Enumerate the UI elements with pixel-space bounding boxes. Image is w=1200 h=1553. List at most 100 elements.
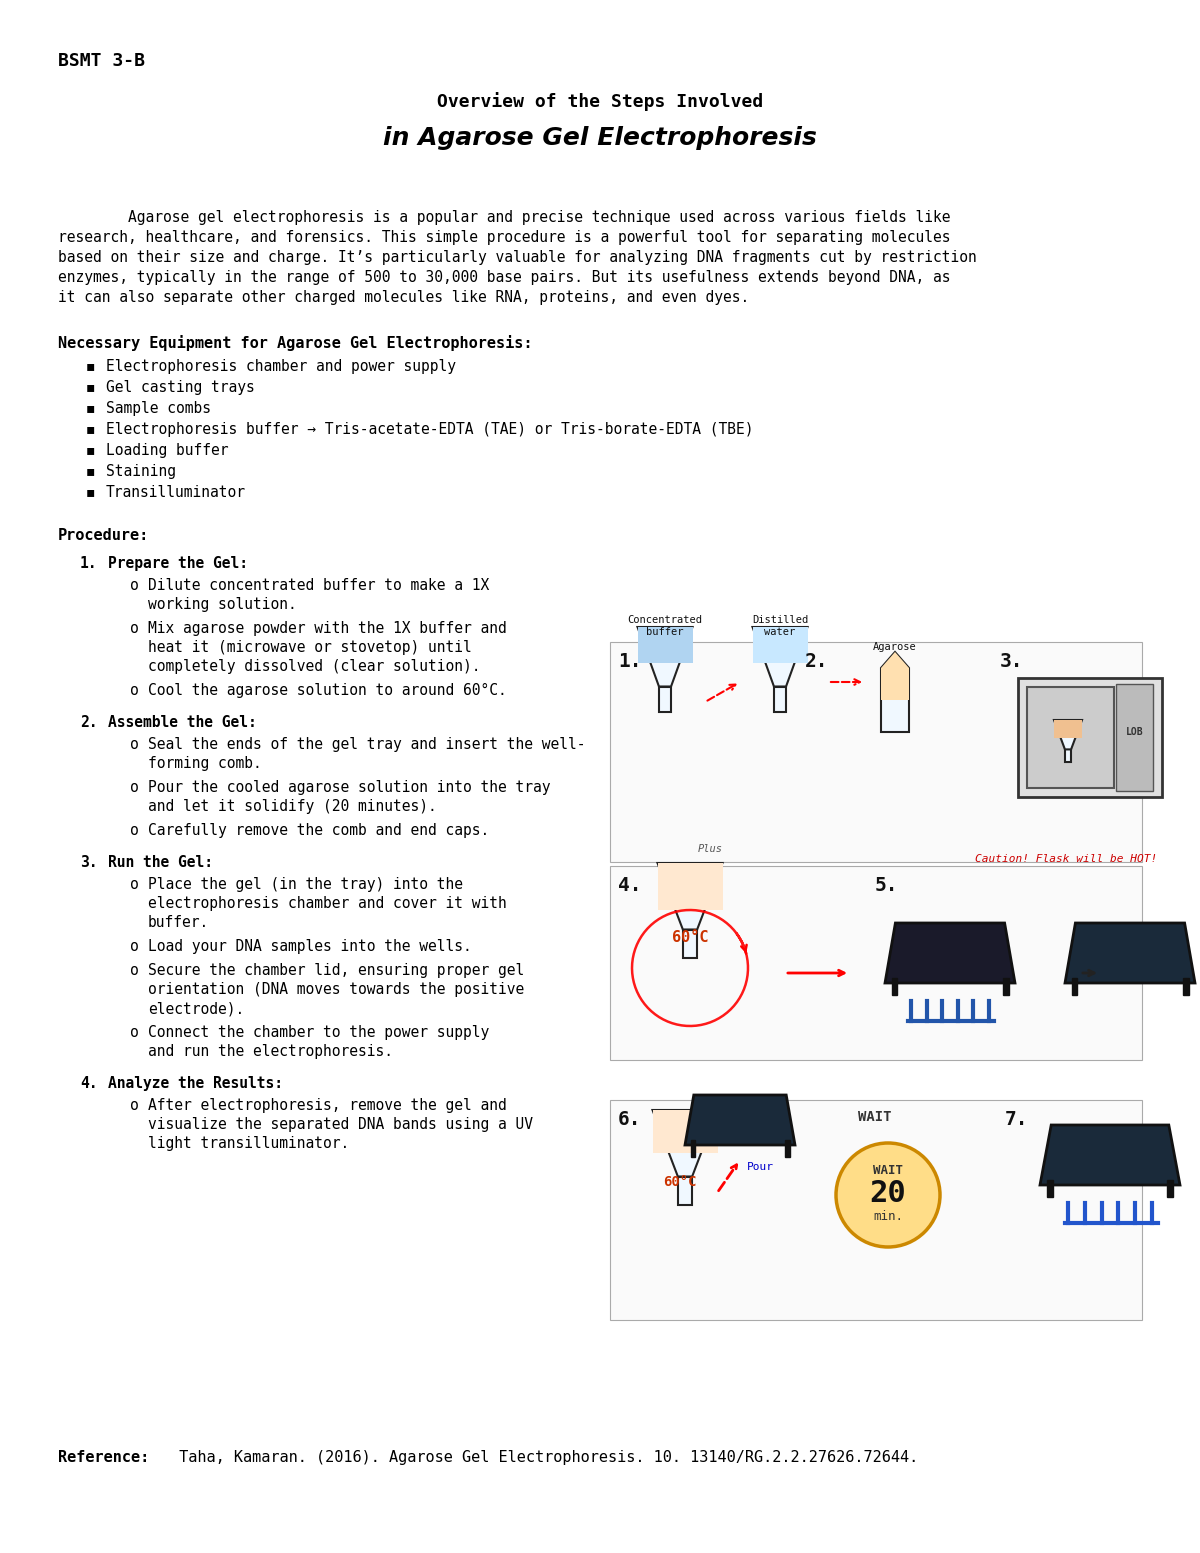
Polygon shape <box>1040 1124 1180 1185</box>
Polygon shape <box>892 978 898 995</box>
Text: and let it solidify (20 minutes).: and let it solidify (20 minutes). <box>148 798 437 814</box>
Circle shape <box>836 1143 940 1247</box>
Text: 4.: 4. <box>80 1076 97 1092</box>
Text: Secure the chamber lid, ensuring proper gel: Secure the chamber lid, ensuring proper … <box>148 963 524 978</box>
Text: o: o <box>130 877 139 891</box>
Text: ▪: ▪ <box>86 422 95 436</box>
Polygon shape <box>658 863 722 910</box>
Polygon shape <box>1072 978 1078 995</box>
Polygon shape <box>1183 978 1188 995</box>
Text: Cool the agarose solution to around 60°C.: Cool the agarose solution to around 60°C… <box>148 683 506 697</box>
Text: buffer.: buffer. <box>148 915 209 930</box>
Text: o: o <box>130 780 139 795</box>
Text: Agarose gel electrophoresis is a popular and precise technique used across vario: Agarose gel electrophoresis is a popular… <box>58 210 950 225</box>
Polygon shape <box>881 652 910 700</box>
Polygon shape <box>678 1177 692 1205</box>
Text: Gel casting trays: Gel casting trays <box>106 380 254 394</box>
Text: ▪: ▪ <box>86 359 95 373</box>
Polygon shape <box>659 686 671 711</box>
Polygon shape <box>1054 721 1082 738</box>
Text: 3.: 3. <box>1000 652 1024 671</box>
Text: Analyze the Results:: Analyze the Results: <box>108 1076 283 1092</box>
Text: Dilute concentrated buffer to make a 1X: Dilute concentrated buffer to make a 1X <box>148 578 490 593</box>
FancyBboxPatch shape <box>1116 683 1153 790</box>
Text: 5.: 5. <box>875 876 899 895</box>
Polygon shape <box>637 627 692 663</box>
Text: 60°C: 60°C <box>672 930 708 946</box>
Text: Carefully remove the comb and end caps.: Carefully remove the comb and end caps. <box>148 823 490 839</box>
Text: o: o <box>130 683 139 697</box>
Text: Necessary Equipment for Agarose Gel Electrophoresis:: Necessary Equipment for Agarose Gel Elec… <box>58 335 533 351</box>
Text: 2.: 2. <box>805 652 828 671</box>
Text: orientation (DNA moves towards the positive: orientation (DNA moves towards the posit… <box>148 981 524 997</box>
FancyBboxPatch shape <box>610 641 1142 862</box>
Polygon shape <box>785 1140 790 1157</box>
Text: 4.: 4. <box>618 876 642 895</box>
Polygon shape <box>752 627 808 663</box>
Text: Sample combs: Sample combs <box>106 401 211 416</box>
Text: light transilluminator.: light transilluminator. <box>148 1135 349 1151</box>
Polygon shape <box>653 1110 718 1177</box>
Text: Taha, Kamaran. (2016). Agarose Gel Electrophoresis. 10. 13140/RG.2.2.27626.72644: Taha, Kamaran. (2016). Agarose Gel Elect… <box>170 1451 918 1464</box>
Text: Procedure:: Procedure: <box>58 528 149 544</box>
Text: min.: min. <box>874 1210 904 1224</box>
Text: 3.: 3. <box>80 856 97 870</box>
Text: Staining: Staining <box>106 464 176 478</box>
Text: Reference:: Reference: <box>58 1451 149 1464</box>
Text: o: o <box>130 823 139 839</box>
Polygon shape <box>1046 1180 1054 1197</box>
Text: heat it (microwave or stovetop) until: heat it (microwave or stovetop) until <box>148 640 472 655</box>
Polygon shape <box>881 652 910 731</box>
Text: ▪: ▪ <box>86 464 95 478</box>
Text: 6.: 6. <box>618 1110 642 1129</box>
Text: Electrophoresis chamber and power supply: Electrophoresis chamber and power supply <box>106 359 456 374</box>
Text: electrophoresis chamber and cover it with: electrophoresis chamber and cover it wit… <box>148 896 506 912</box>
Text: enzymes, typically in the range of 500 to 30,000 base pairs. But its usefulness : enzymes, typically in the range of 500 t… <box>58 270 950 286</box>
Text: 1.: 1. <box>80 556 97 572</box>
Text: Transilluminator: Transilluminator <box>106 485 246 500</box>
Text: 7.: 7. <box>1006 1110 1028 1129</box>
Text: Seal the ends of the gel tray and insert the well-: Seal the ends of the gel tray and insert… <box>148 738 586 752</box>
Text: Prepare the Gel:: Prepare the Gel: <box>108 556 248 572</box>
Polygon shape <box>752 627 808 686</box>
Text: Pour the cooled agarose solution into the tray: Pour the cooled agarose solution into th… <box>148 780 551 795</box>
Polygon shape <box>637 627 692 686</box>
Polygon shape <box>774 686 786 711</box>
Text: and run the electrophoresis.: and run the electrophoresis. <box>148 1044 394 1059</box>
Text: electrode).: electrode). <box>148 1002 245 1016</box>
Polygon shape <box>685 1095 796 1145</box>
Text: Electrophoresis buffer → Tris-acetate-EDTA (TAE) or Tris-borate-EDTA (TBE): Electrophoresis buffer → Tris-acetate-ED… <box>106 422 754 436</box>
FancyBboxPatch shape <box>610 1100 1142 1320</box>
Text: WAIT: WAIT <box>858 1110 892 1124</box>
FancyBboxPatch shape <box>1027 686 1114 787</box>
Text: based on their size and charge. It’s particularly valuable for analyzing DNA fra: based on their size and charge. It’s par… <box>58 250 977 266</box>
Text: Distilled
water: Distilled water <box>752 615 808 637</box>
Text: o: o <box>130 738 139 752</box>
Polygon shape <box>658 863 722 930</box>
FancyBboxPatch shape <box>1018 677 1162 797</box>
Polygon shape <box>653 1110 718 1154</box>
Polygon shape <box>1166 1180 1174 1197</box>
Text: in Agarose Gel Electrophoresis: in Agarose Gel Electrophoresis <box>383 126 817 151</box>
Text: Connect the chamber to the power supply: Connect the chamber to the power supply <box>148 1025 490 1041</box>
Text: LOB: LOB <box>1126 727 1144 738</box>
Text: 1.: 1. <box>618 652 642 671</box>
Text: Caution! Flask will be HOT!: Caution! Flask will be HOT! <box>974 854 1157 863</box>
Text: Loading buffer: Loading buffer <box>106 443 228 458</box>
Text: ▪: ▪ <box>86 485 95 499</box>
Polygon shape <box>1003 978 1008 995</box>
Text: it can also separate other charged molecules like RNA, proteins, and even dyes.: it can also separate other charged molec… <box>58 290 749 304</box>
Text: 20: 20 <box>870 1179 906 1208</box>
Text: Mix agarose powder with the 1X buffer and: Mix agarose powder with the 1X buffer an… <box>148 621 506 637</box>
Text: ▪: ▪ <box>86 401 95 415</box>
Text: completely dissolved (clear solution).: completely dissolved (clear solution). <box>148 658 480 674</box>
Text: Load your DNA samples into the wells.: Load your DNA samples into the wells. <box>148 940 472 954</box>
Text: Place the gel (in the tray) into the: Place the gel (in the tray) into the <box>148 877 463 891</box>
Text: Pour: Pour <box>746 1162 774 1173</box>
Text: Concentrated
buffer: Concentrated buffer <box>628 615 702 637</box>
Text: working solution.: working solution. <box>148 596 296 612</box>
Text: o: o <box>130 621 139 637</box>
Text: o: o <box>130 1098 139 1114</box>
Text: o: o <box>130 1025 139 1041</box>
Polygon shape <box>1054 721 1082 750</box>
